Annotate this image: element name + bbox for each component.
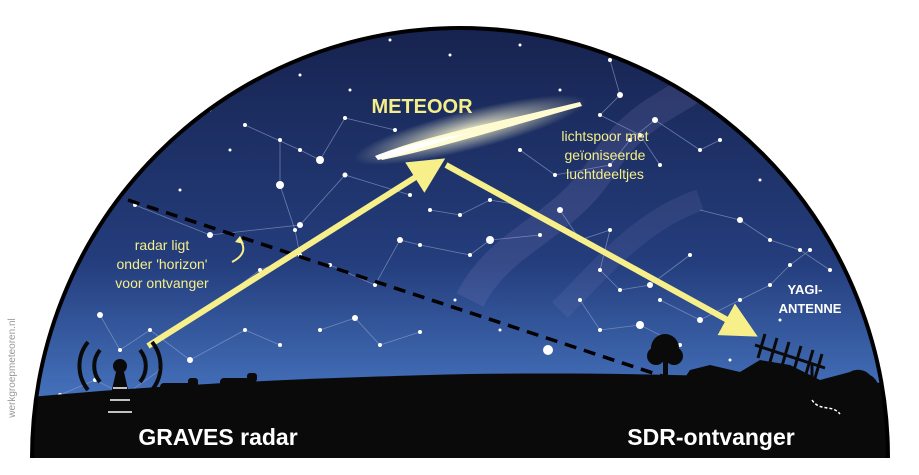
svg-text:ANTENNE: ANTENNE <box>779 301 842 316</box>
antenna-label: YAGI- ANTENNE <box>779 282 842 316</box>
cow-icon <box>160 373 257 404</box>
receiver-label: SDR-ontvanger <box>627 424 794 450</box>
svg-text:voor ontvanger: voor ontvanger <box>115 275 209 291</box>
radar-horizon-note: radar ligt onder 'horizon' voor ontvange… <box>115 237 209 291</box>
transmitter-label: GRAVES radar <box>138 424 297 450</box>
svg-text:onder 'horizon': onder 'horizon' <box>117 256 208 272</box>
yagi-antenna-icon <box>754 333 826 400</box>
svg-text:radar ligt: radar ligt <box>135 237 190 253</box>
trail-label: lichtspoor met geïoniseerde luchtdeeltje… <box>561 128 648 182</box>
svg-text:YAGI-: YAGI- <box>788 282 823 297</box>
transmit-beam <box>146 158 446 349</box>
svg-text:lichtspoor met: lichtspoor met <box>561 128 648 144</box>
svg-text:luchtdeeltjes: luchtdeeltjes <box>566 166 644 182</box>
reflect-beam <box>444 162 758 337</box>
tree-icon <box>647 334 683 380</box>
village-silhouette <box>680 360 888 420</box>
meteor-label: METEOOR <box>371 96 473 118</box>
credit-label: werkgroepmeteoren.nl <box>7 318 18 419</box>
radio-tower-icon <box>77 340 163 420</box>
receiver-horizon-line <box>127 198 669 380</box>
sky-dome-outline <box>30 26 890 459</box>
svg-text:geïoniseerde: geïoniseerde <box>565 147 646 163</box>
